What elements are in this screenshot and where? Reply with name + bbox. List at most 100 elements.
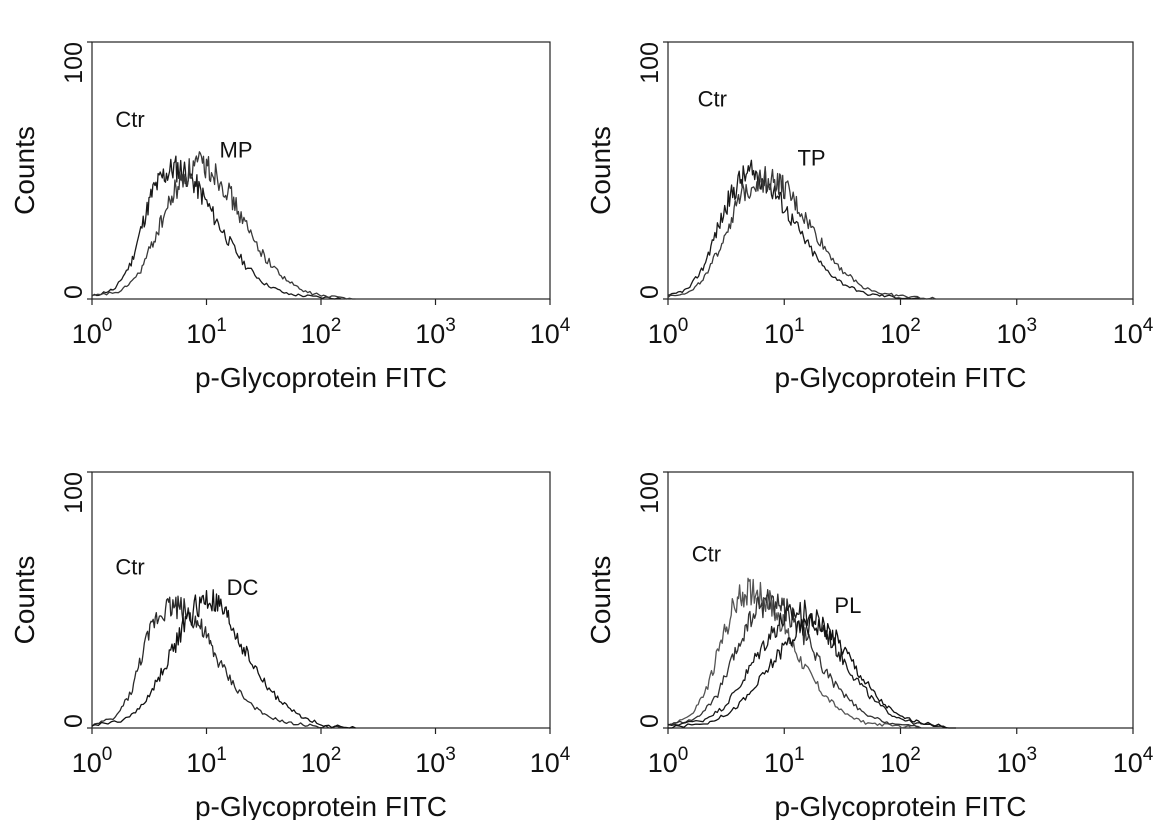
y-tick-label: 0 bbox=[636, 285, 664, 299]
y-tick-label: 0 bbox=[60, 714, 88, 728]
x-tick-label: 103 bbox=[996, 744, 1037, 778]
x-tick-label-base: 10 bbox=[764, 748, 794, 778]
y-tick-label: 100 bbox=[636, 42, 664, 84]
x-tick-label: 100 bbox=[72, 744, 113, 778]
x-tick-label-exponent: 1 bbox=[794, 744, 805, 765]
histogram-series-2 bbox=[667, 166, 936, 300]
x-tick-label: 102 bbox=[301, 744, 342, 778]
annotation-label: MP bbox=[220, 138, 253, 163]
x-tick-label-exponent: 2 bbox=[910, 744, 921, 765]
x-tick-label: 101 bbox=[186, 315, 227, 349]
x-tick-label-base: 10 bbox=[72, 319, 102, 349]
annotation-label: DC bbox=[227, 575, 259, 600]
x-tick-label-exponent: 2 bbox=[331, 315, 342, 336]
x-tick-label: 101 bbox=[764, 744, 805, 778]
x-tick-label: 104 bbox=[1113, 315, 1154, 349]
x-tick-label-exponent: 0 bbox=[678, 315, 689, 336]
x-tick-label-exponent: 3 bbox=[1026, 315, 1037, 336]
x-tick-label-base: 10 bbox=[1113, 748, 1143, 778]
x-tick-label-exponent: 4 bbox=[1143, 315, 1154, 336]
x-tick-label-exponent: 0 bbox=[102, 315, 113, 336]
x-tick-label-base: 10 bbox=[301, 319, 331, 349]
x-tick-label-exponent: 0 bbox=[102, 744, 113, 765]
x-tick-label: 104 bbox=[530, 315, 571, 349]
annotation-label: Ctr bbox=[115, 554, 144, 579]
x-tick-label: 103 bbox=[996, 315, 1037, 349]
x-tick-label-base: 10 bbox=[72, 748, 102, 778]
x-tick-label-exponent: 2 bbox=[331, 744, 342, 765]
x-tick-label: 104 bbox=[1113, 744, 1154, 778]
x-tick-label-exponent: 1 bbox=[216, 744, 227, 765]
x-tick-label-exponent: 4 bbox=[560, 744, 571, 765]
x-tick-label-base: 10 bbox=[301, 748, 331, 778]
x-tick-label: 102 bbox=[301, 315, 342, 349]
histogram-series-2 bbox=[667, 589, 922, 729]
histogram-series-2 bbox=[92, 151, 356, 300]
y-axis-label: Counts bbox=[9, 556, 40, 645]
plot-frame bbox=[91, 41, 551, 300]
x-tick-label-base: 10 bbox=[415, 319, 445, 349]
y-axis-label: Counts bbox=[9, 126, 40, 215]
x-tick-label-exponent: 2 bbox=[910, 315, 921, 336]
x-tick-label: 103 bbox=[415, 744, 456, 778]
y-tick-label: 100 bbox=[60, 42, 88, 84]
x-tick-label-base: 10 bbox=[186, 748, 216, 778]
x-tick-label: 100 bbox=[648, 744, 689, 778]
y-axis-label: Counts bbox=[585, 556, 616, 645]
annotation-label: Ctr bbox=[692, 542, 721, 567]
x-tick-label-base: 10 bbox=[880, 748, 910, 778]
x-tick-label-exponent: 0 bbox=[678, 744, 689, 765]
x-axis-label: p-Glycoprotein FITC bbox=[774, 791, 1026, 820]
x-tick-label-base: 10 bbox=[880, 319, 910, 349]
x-axis-label: p-Glycoprotein FITC bbox=[195, 362, 447, 393]
histogram-series-2 bbox=[91, 589, 356, 729]
x-tick-label: 102 bbox=[880, 315, 921, 349]
x-tick-label-base: 10 bbox=[996, 319, 1026, 349]
annotation-label: Ctr bbox=[115, 107, 144, 132]
histogram-series-1 bbox=[667, 159, 922, 300]
x-tick-label: 100 bbox=[648, 315, 689, 349]
annotation-label: TP bbox=[797, 145, 825, 170]
x-tick-label: 100 bbox=[72, 315, 113, 349]
y-tick-label: 0 bbox=[636, 714, 664, 728]
y-tick-label: 100 bbox=[636, 472, 664, 514]
annotation-label: PL bbox=[834, 593, 861, 618]
x-axis-label: p-Glycoprotein FITC bbox=[774, 362, 1026, 393]
x-tick-label-base: 10 bbox=[764, 319, 794, 349]
x-tick-label-base: 10 bbox=[1113, 319, 1143, 349]
x-tick-label-exponent: 4 bbox=[560, 315, 571, 336]
x-tick-label-base: 10 bbox=[415, 748, 445, 778]
y-tick-label: 0 bbox=[60, 285, 88, 299]
histogram-series-1 bbox=[91, 155, 342, 300]
plot-frame bbox=[667, 41, 1134, 300]
x-tick-label-exponent: 3 bbox=[445, 744, 456, 765]
x-tick-label: 103 bbox=[415, 315, 456, 349]
annotation-label: Ctr bbox=[698, 86, 727, 111]
x-axis-label: p-Glycoprotein FITC bbox=[195, 791, 447, 820]
x-tick-label-exponent: 3 bbox=[445, 315, 456, 336]
histogram-series-4 bbox=[668, 613, 956, 729]
x-tick-label: 104 bbox=[530, 744, 571, 778]
x-tick-label-base: 10 bbox=[186, 319, 216, 349]
x-tick-label-base: 10 bbox=[996, 748, 1026, 778]
x-tick-label-exponent: 1 bbox=[216, 315, 227, 336]
x-tick-label: 101 bbox=[186, 744, 227, 778]
x-tick-label-base: 10 bbox=[530, 319, 560, 349]
y-tick-label: 100 bbox=[60, 472, 88, 514]
x-tick-label: 101 bbox=[764, 315, 805, 349]
x-tick-label-base: 10 bbox=[648, 748, 678, 778]
x-tick-label-exponent: 1 bbox=[794, 315, 805, 336]
x-tick-label-base: 10 bbox=[530, 748, 560, 778]
x-tick-label-exponent: 4 bbox=[1143, 744, 1154, 765]
x-tick-label-base: 10 bbox=[648, 319, 678, 349]
plot-frame bbox=[91, 471, 551, 729]
y-axis-label: Counts bbox=[585, 126, 616, 215]
histogram-series-3 bbox=[667, 599, 948, 729]
x-tick-label-exponent: 3 bbox=[1026, 744, 1037, 765]
x-tick-label: 102 bbox=[880, 744, 921, 778]
